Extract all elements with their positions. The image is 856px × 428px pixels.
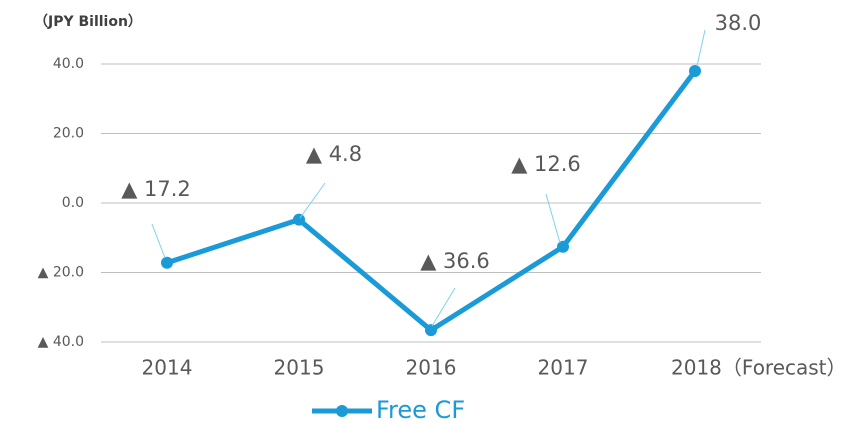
leader-line (151, 223, 166, 259)
marker (425, 324, 437, 337)
marker (293, 213, 305, 226)
data-label: 38.0 (715, 11, 762, 35)
y-tick-label: 40.0 (53, 56, 84, 72)
y-tick-label: ▲ 20.0 (38, 265, 84, 281)
y-axis-label: （JPY Billion） (34, 14, 142, 30)
y-tick-label: 0.0 (62, 195, 84, 211)
data-label: ▲ 36.6 (420, 249, 490, 273)
leader-line (545, 193, 561, 244)
data-label: ▲ 4.8 (306, 142, 362, 166)
y-tick-label: ▲ 40.0 (38, 334, 84, 350)
line (166, 69, 697, 333)
marker (689, 64, 701, 77)
y-tick-label: 20.0 (53, 126, 84, 142)
x-tick-label: 2014 (142, 356, 193, 380)
marker (557, 240, 569, 253)
leader-line (696, 29, 706, 67)
leader-line (299, 182, 326, 219)
x-tick-label: 2016 (406, 356, 457, 380)
x-tick-label: 2018（Forecast） (671, 356, 847, 380)
data-label: ▲ 17.2 (121, 177, 191, 201)
legend-marker (336, 405, 348, 417)
data-label: ▲ 12.6 (511, 152, 581, 176)
x-tick-label: 2017 (538, 356, 589, 380)
marker (161, 256, 173, 269)
x-tick-label: 2015 (274, 356, 325, 380)
legend-label: Free CF (376, 396, 465, 424)
leader-line (431, 287, 456, 327)
